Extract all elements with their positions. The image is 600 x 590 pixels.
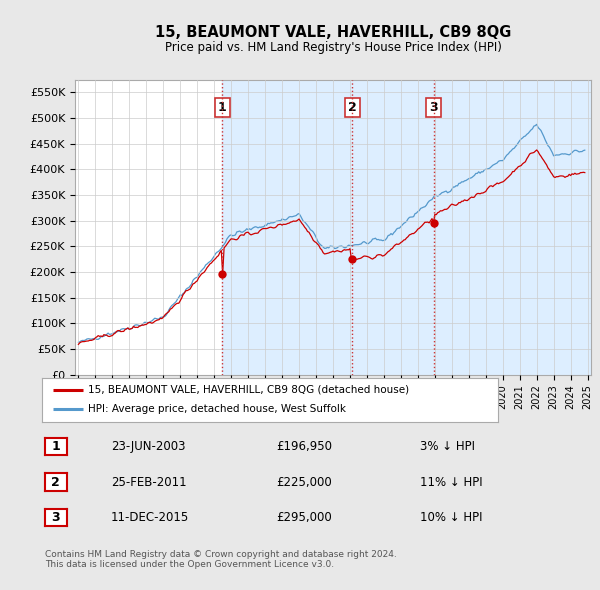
Text: 3% ↓ HPI: 3% ↓ HPI [420,440,475,453]
Text: 2: 2 [52,476,60,489]
Text: 25-FEB-2011: 25-FEB-2011 [111,476,187,489]
Text: 1: 1 [52,440,60,453]
Text: 3: 3 [52,511,60,524]
Text: 2: 2 [347,101,356,114]
Text: Contains HM Land Registry data © Crown copyright and database right 2024.
This d: Contains HM Land Registry data © Crown c… [45,550,397,569]
Text: 3: 3 [430,101,438,114]
Text: 23-JUN-2003: 23-JUN-2003 [111,440,185,453]
Text: 15, BEAUMONT VALE, HAVERHILL, CB9 8QG: 15, BEAUMONT VALE, HAVERHILL, CB9 8QG [155,25,511,40]
Bar [222,80,600,375]
Text: HPI: Average price, detached house, West Suffolk: HPI: Average price, detached house, West… [88,405,346,414]
Text: £196,950: £196,950 [276,440,332,453]
Text: 1: 1 [218,101,227,114]
Text: 11-DEC-2015: 11-DEC-2015 [111,511,189,524]
Text: £225,000: £225,000 [276,476,332,489]
Text: 15, BEAUMONT VALE, HAVERHILL, CB9 8QG (detached house): 15, BEAUMONT VALE, HAVERHILL, CB9 8QG (d… [88,385,409,395]
Text: £295,000: £295,000 [276,511,332,524]
Text: 11% ↓ HPI: 11% ↓ HPI [420,476,482,489]
Text: Price paid vs. HM Land Registry's House Price Index (HPI): Price paid vs. HM Land Registry's House … [164,41,502,54]
Text: 10% ↓ HPI: 10% ↓ HPI [420,511,482,524]
